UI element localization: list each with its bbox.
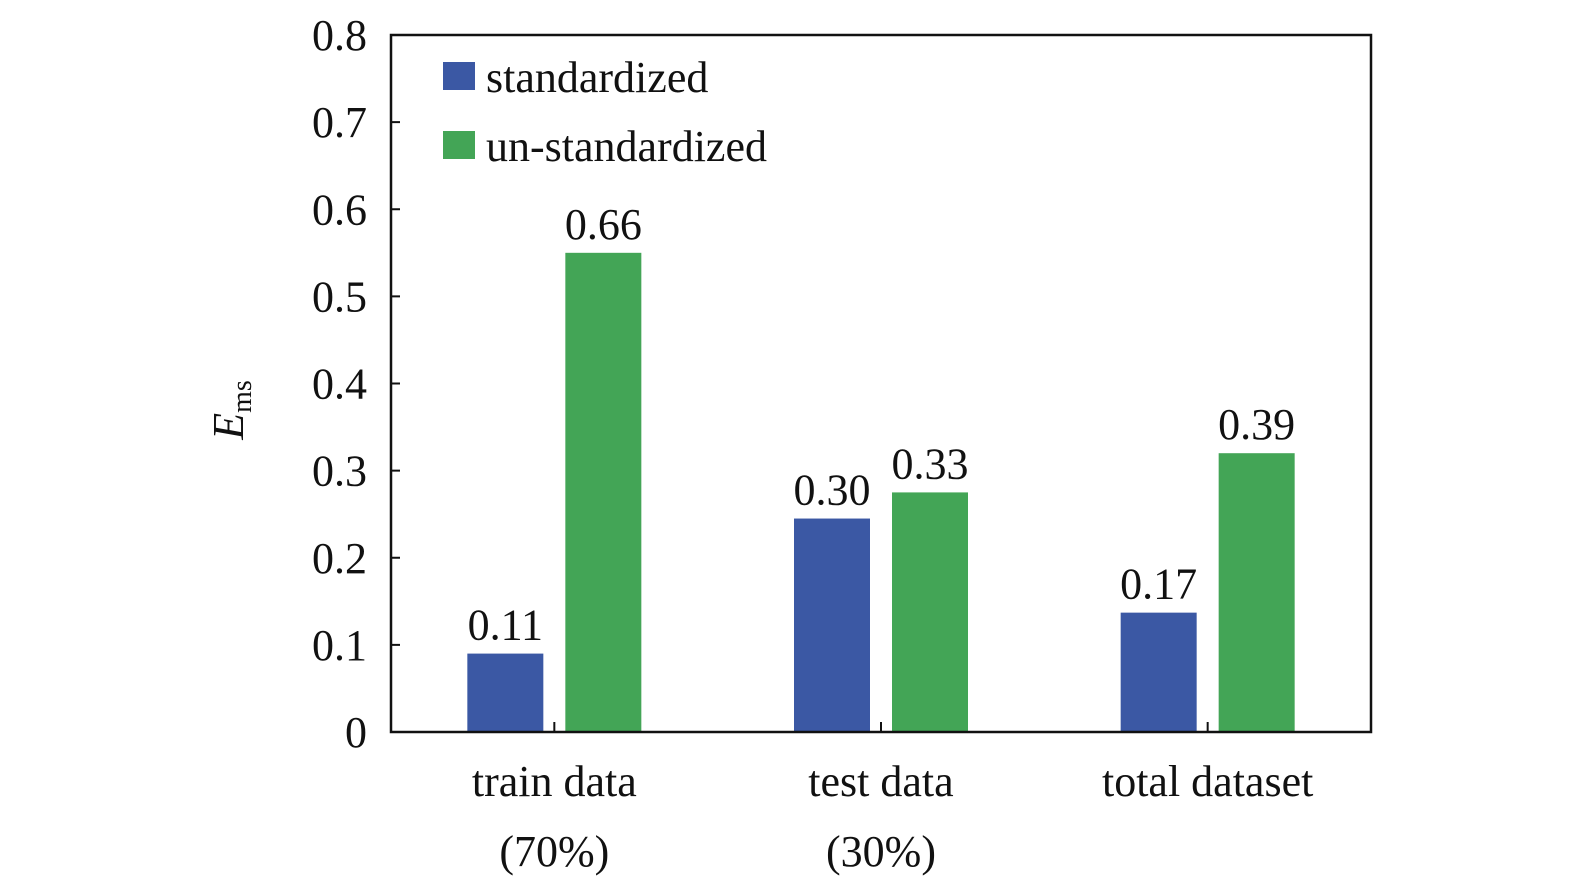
y-tick-label: 0 xyxy=(345,708,367,757)
legend-swatch xyxy=(443,62,475,90)
bar-un-standardized xyxy=(565,252,642,732)
y-tick-label: 0.5 xyxy=(312,272,367,321)
bar-standardized xyxy=(794,518,870,732)
data-label: 0.33 xyxy=(892,439,969,488)
x-axis-category-labels: train data (70%) test data (30%) total datas… xyxy=(472,722,1313,876)
x-category-label: test data xyxy=(808,757,953,806)
y-tick-label: 0.4 xyxy=(312,360,367,409)
legend: standardized un-standardized xyxy=(443,53,767,171)
x-category-label: train data xyxy=(472,757,637,806)
data-labels: 0.11 0.66 0.30 0.33 0.17 0.39 xyxy=(468,200,1296,650)
bar-un-standardized xyxy=(1218,453,1295,732)
bar-un-standardized xyxy=(892,492,968,732)
data-label: 0.11 xyxy=(468,601,543,650)
y-axis-title-main: E xyxy=(204,413,253,441)
data-label: 0.66 xyxy=(565,200,642,249)
y-tick-label: 0.2 xyxy=(312,534,367,583)
y-tick-label: 0.1 xyxy=(312,621,367,670)
y-axis-ticks: 0 0.1 0.2 0.3 0.4 0.5 0.6 0.7 0.8 xyxy=(312,11,400,757)
legend-label: un-standardized xyxy=(486,122,767,171)
bar-standardized xyxy=(467,653,544,732)
legend-swatch xyxy=(443,131,475,159)
data-label: 0.17 xyxy=(1120,560,1197,609)
legend-label: standardized xyxy=(486,53,708,102)
y-tick-label: 0.8 xyxy=(312,11,367,60)
data-label: 0.39 xyxy=(1218,400,1295,449)
x-category-label: total dataset xyxy=(1102,757,1313,806)
plot-frame xyxy=(389,33,1373,734)
bars xyxy=(467,252,1295,732)
y-axis-title: Ems xyxy=(204,380,258,441)
x-category-label: (30%) xyxy=(826,827,936,876)
x-category-label: (70%) xyxy=(499,827,609,876)
y-axis-title-sub: ms xyxy=(227,380,258,413)
bar-standardized xyxy=(1120,612,1197,732)
y-tick-label: 0.7 xyxy=(312,98,367,147)
y-tick-label: 0.6 xyxy=(312,185,367,234)
y-tick-label: 0.3 xyxy=(312,447,367,496)
data-label: 0.30 xyxy=(794,466,871,515)
